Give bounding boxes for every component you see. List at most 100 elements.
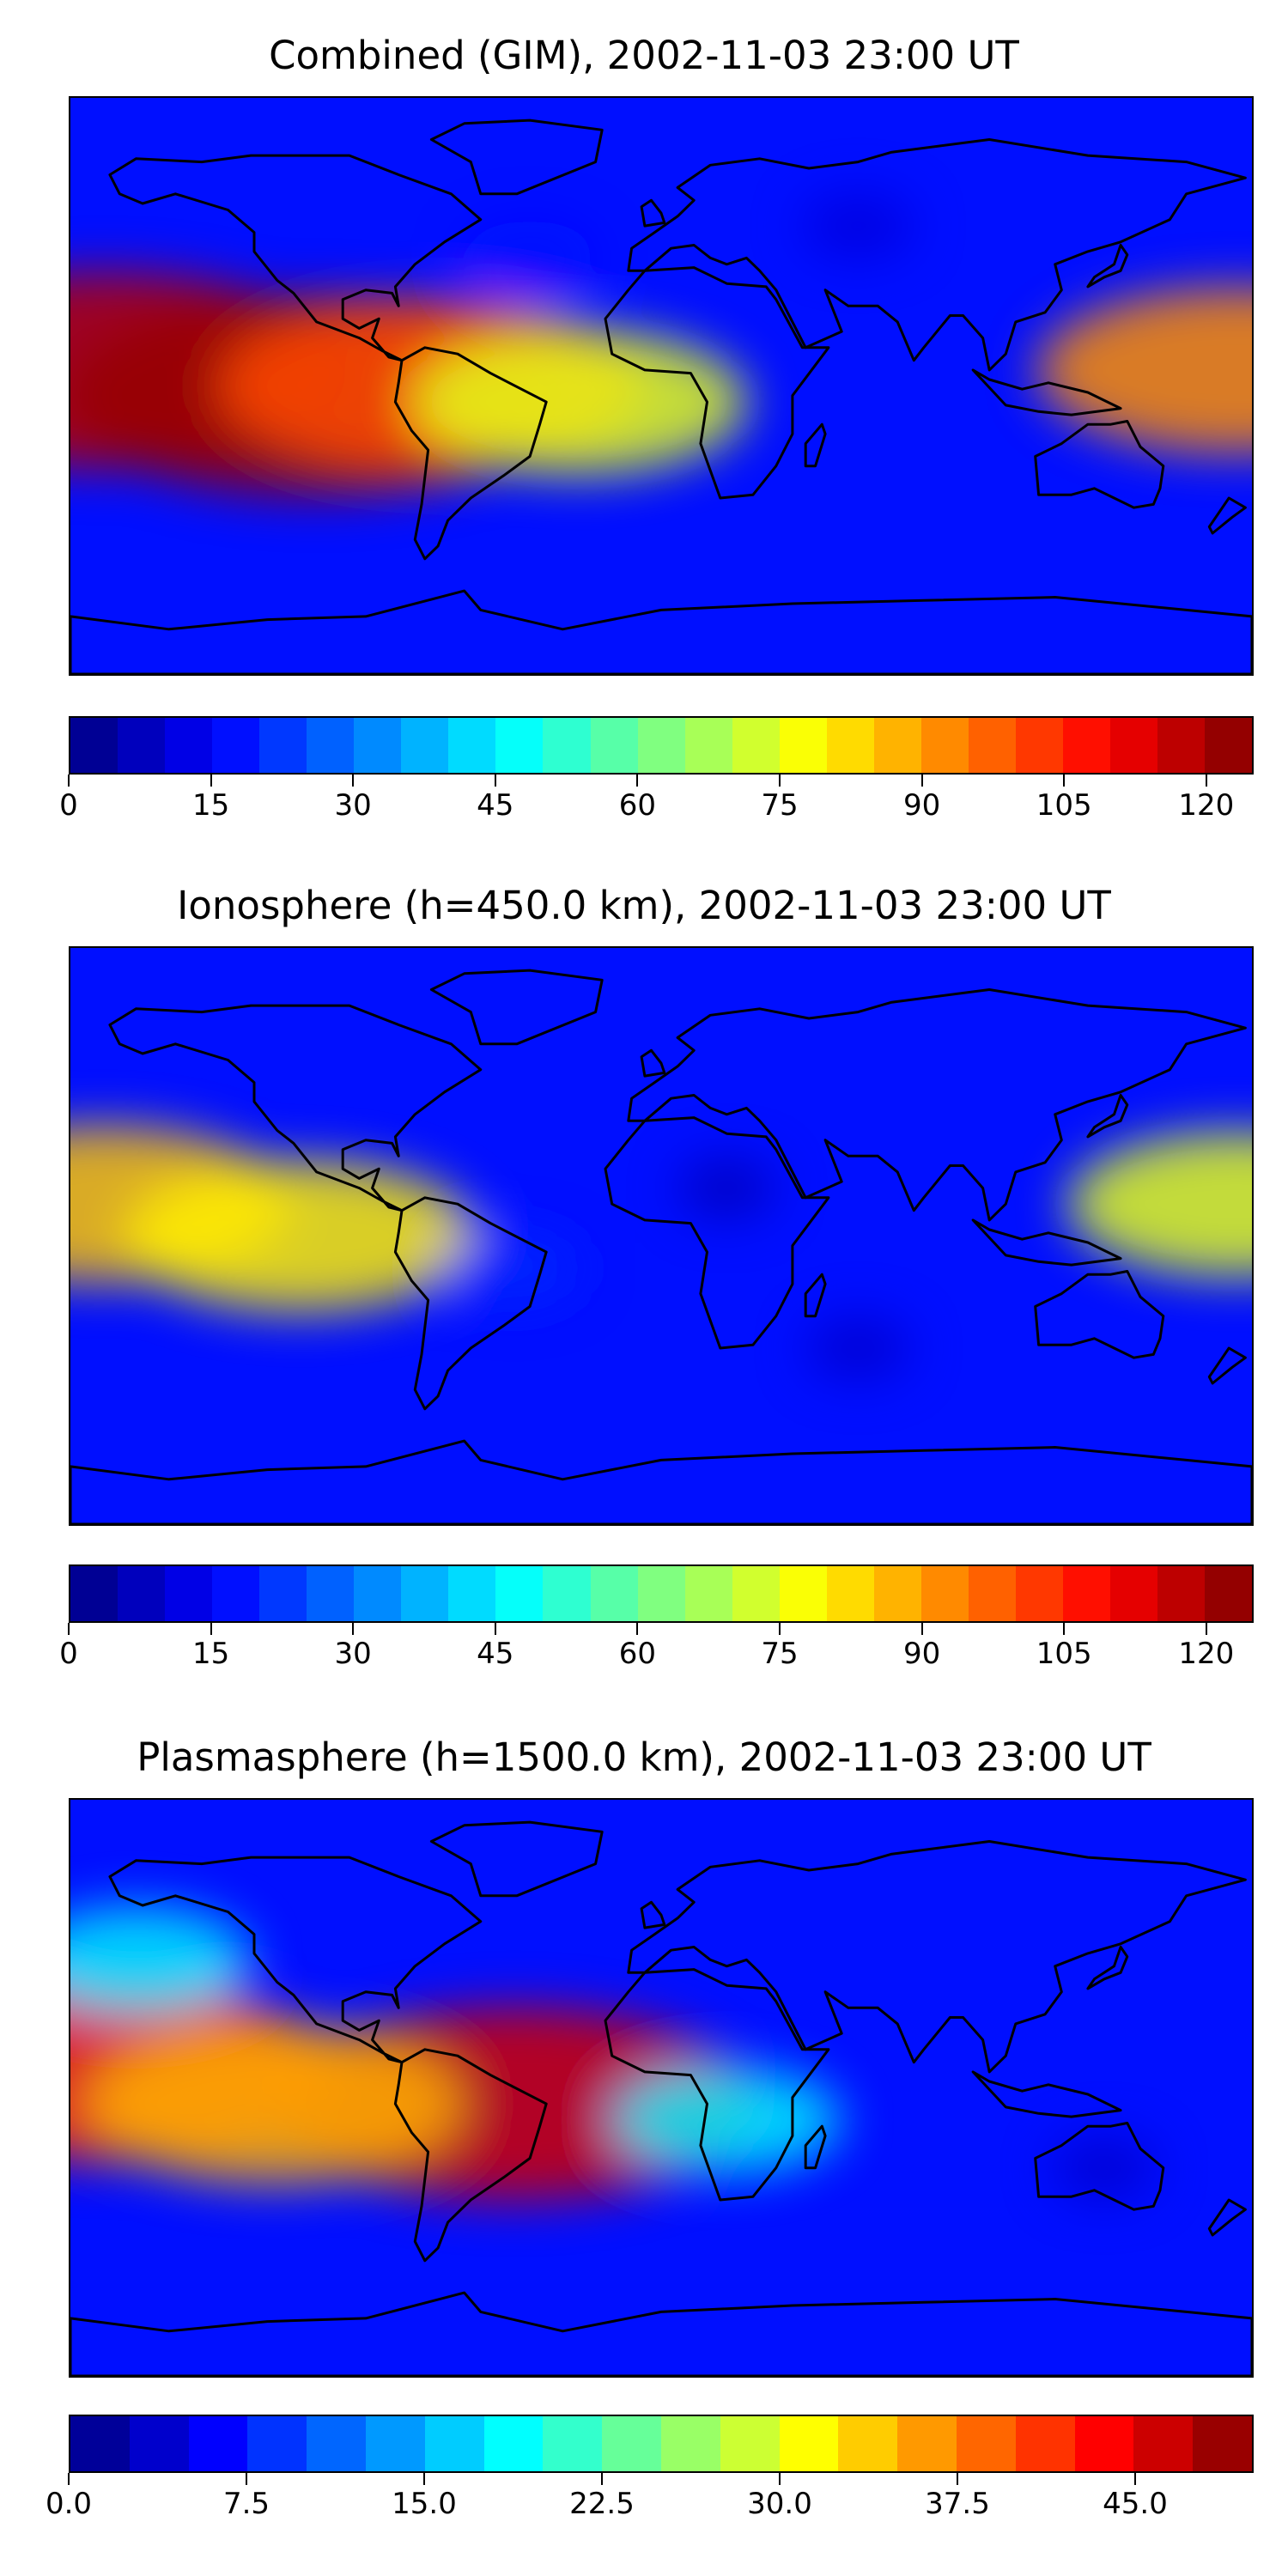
panel-1-colorbar: [69, 716, 1254, 775]
colorbar-segment: [873, 1566, 921, 1621]
coastline-new-zealand: [1207, 2198, 1247, 2237]
coastline-africa: [604, 1116, 830, 1350]
colorbar-segment: [365, 2416, 425, 2471]
colorbar-segment: [1062, 1566, 1111, 1621]
coastline-japan: [1086, 1094, 1129, 1139]
colorbar-tick: [352, 1623, 355, 1635]
panel-2-heatmap: [70, 948, 1252, 1524]
colorbar-tick: [68, 2473, 70, 2485]
colorbar-tick-label: 0: [59, 1637, 78, 1671]
coastline-australia: [1034, 1270, 1165, 1359]
colorbar-tick: [1063, 775, 1066, 787]
colorbar-tick: [779, 1623, 781, 1635]
colorbar-tick-label: 30.0: [747, 2487, 812, 2521]
colorbar-segment: [602, 2416, 661, 2471]
feature-africa-band: [611, 2066, 842, 2174]
coastline-australia: [1034, 420, 1165, 509]
colorbar-tick-label: 15: [191, 1637, 230, 1671]
colorbar-segment: [637, 718, 685, 773]
coastline-madagascar: [804, 1273, 827, 1318]
panel-1-heatmap: [70, 98, 1252, 674]
colorbar-segment: [1205, 718, 1253, 773]
colorbar-segment: [448, 1566, 496, 1621]
coastline-uk: [640, 1900, 666, 1929]
coastline-south-america: [393, 1196, 548, 1411]
colorbar-tick: [636, 1623, 639, 1635]
colorbar-segment: [1015, 2416, 1075, 2471]
feature-east-pacific-max: [82, 2024, 465, 2184]
colorbar-tick-label: 60: [618, 1637, 657, 1671]
colorbar-tick-label: 45.0: [1103, 2487, 1168, 2521]
colorbar-tick-label: 45: [477, 1637, 514, 1671]
colorbar-segment: [684, 718, 732, 773]
coastline-new-zealand: [1207, 496, 1247, 535]
colorbar-segment: [732, 718, 780, 773]
colorbar-segment: [1193, 2416, 1252, 2471]
colorbar-segment: [70, 718, 118, 773]
colorbar-segment: [838, 2416, 898, 2471]
colorbar-segment: [483, 2416, 544, 2471]
colorbar-tick: [68, 1623, 70, 1635]
colorbar-segment: [247, 2416, 307, 2471]
colorbar-segment: [259, 1566, 307, 1621]
colorbar-tick-label: 7.5: [222, 2487, 270, 2521]
coastline-antarctica: [70, 2291, 1252, 2376]
colorbar-segment: [779, 2416, 839, 2471]
coastline-south-america: [393, 346, 548, 561]
feature-south-indian-low: [805, 1315, 911, 1381]
coastline-indonesia: [971, 368, 1122, 416]
colorbar-segment: [495, 1566, 544, 1621]
colorbar-segment: [590, 1566, 638, 1621]
colorbar-segment: [543, 2416, 603, 2471]
coastline-antarctica: [70, 1439, 1252, 1524]
colorbar-tick: [636, 775, 639, 787]
colorbar-segment: [1205, 1566, 1253, 1621]
colorbar-segment: [1015, 718, 1063, 773]
colorbar-tick: [779, 2473, 781, 2485]
colorbar-tick: [1205, 1623, 1207, 1635]
colorbar-tick: [210, 775, 212, 787]
colorbar-segment: [448, 718, 496, 773]
colorbar-segment: [1157, 718, 1206, 773]
colorbar-tick: [957, 2473, 958, 2485]
colorbar-segment: [165, 1566, 213, 1621]
coastline-uk: [640, 198, 666, 228]
colorbar-segment: [543, 718, 591, 773]
coastline-madagascar: [804, 422, 827, 468]
colorbar-segment: [720, 2416, 780, 2471]
coastline-eurasia: [627, 138, 1247, 372]
colorbar-tick: [494, 1623, 496, 1635]
colorbar-tick-label: 37.5: [925, 2487, 990, 2521]
colorbar-segment: [826, 1566, 874, 1621]
colorbar-segment: [118, 718, 166, 773]
colorbar-tick-label: 0.0: [45, 2487, 93, 2521]
feature-brazil-low: [443, 1230, 584, 1307]
colorbar-segment: [1110, 1566, 1158, 1621]
colorbar-tick: [920, 775, 923, 787]
colorbar-tick-label: 30: [334, 788, 372, 823]
coastline-uk: [640, 1048, 666, 1078]
colorbar-tick-label: 90: [902, 1637, 941, 1671]
feature-north-atlantic-low: [463, 221, 597, 295]
feature-north-africa-low: [677, 1157, 776, 1219]
feature-west-pacific-max: [1066, 1132, 1252, 1277]
colorbar-tick: [210, 1623, 212, 1635]
panel-2-title: Ionosphere (h=450.0 km), 2002-11-03 23:0…: [177, 883, 1111, 928]
colorbar-tick-label: 75: [761, 788, 799, 823]
colorbar-tick-label: 105: [1036, 788, 1092, 823]
coastline-eurasia: [627, 1840, 1247, 2074]
feature-east-pacific-max: [123, 1160, 477, 1312]
coastline-japan: [1086, 1946, 1129, 1990]
coastline-eurasia: [627, 988, 1247, 1222]
colorbar-tick-label: 120: [1178, 788, 1235, 823]
colorbar-segment: [660, 2416, 720, 2471]
colorbar-segment: [259, 718, 307, 773]
feature-north-pacific-blob: [70, 1906, 252, 2014]
colorbar-tick-label: 30: [334, 1637, 372, 1671]
colorbar-segment: [354, 718, 402, 773]
panel-2-colorbar: [69, 1564, 1254, 1623]
colorbar-segment: [732, 1566, 780, 1621]
colorbar-segment: [307, 2416, 366, 2471]
coastline-greenland: [429, 1820, 604, 1898]
colorbar-tick-label: 45: [477, 788, 514, 823]
